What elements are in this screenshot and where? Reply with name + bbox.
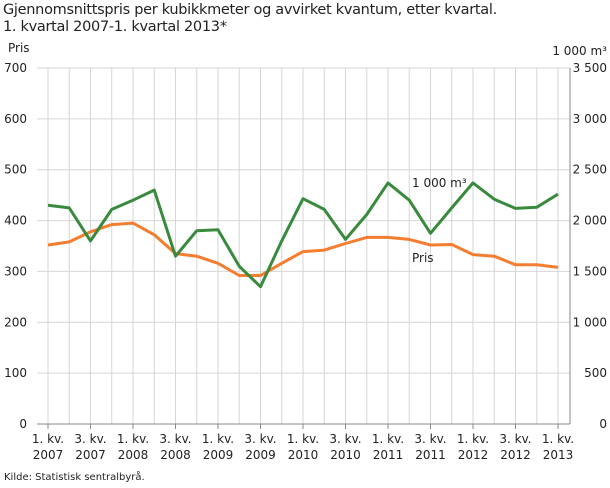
- right-tick-label: 3 500: [573, 61, 607, 75]
- right-axis-label: 1 000 m³: [552, 44, 607, 58]
- x-tick-label: 3. kv.: [499, 432, 531, 446]
- x-tick-label: 3. kv.: [414, 432, 446, 446]
- left-tick-label: 700: [4, 61, 27, 75]
- x-tick-label: 2007: [33, 448, 64, 462]
- x-tick-label: 2009: [203, 448, 234, 462]
- source-note: Kilde: Statistisk sentralbyrå.: [4, 472, 145, 483]
- x-tick-label: 2011: [415, 448, 446, 462]
- left-tick-label: 400: [4, 214, 27, 228]
- left-tick-label: 500: [4, 163, 27, 177]
- left-axis-label: Pris: [8, 41, 30, 55]
- x-tick-label: 1. kv.: [117, 432, 149, 446]
- left-tick-label: 600: [4, 112, 27, 126]
- left-tick-label: 200: [4, 315, 27, 329]
- x-tick-label: 3. kv.: [329, 432, 361, 446]
- right-tick-label: 3 000: [573, 112, 607, 126]
- chart-title: Gjennomsnittspris per kubikkmeter og avv…: [3, 2, 497, 36]
- left-tick-label: 0: [19, 417, 27, 431]
- x-tick-label: 2010: [330, 448, 361, 462]
- x-tick-label: 3. kv.: [244, 432, 276, 446]
- x-tick-label: 2007: [75, 448, 106, 462]
- x-tick-label: 1. kv.: [372, 432, 404, 446]
- x-tick-label: 1. kv.: [542, 432, 574, 446]
- right-tick-label: 0: [599, 417, 607, 431]
- x-tick-label: 1. kv.: [32, 432, 64, 446]
- left-tick-label: 100: [4, 366, 27, 380]
- x-tick-label: 2010: [288, 448, 319, 462]
- title-line-2: 1. kvartal 2007-1. kvartal 2013*: [3, 19, 227, 35]
- x-tick-label: 2013: [543, 448, 574, 462]
- title-line-1: Gjennomsnittspris per kubikkmeter og avv…: [3, 2, 497, 18]
- right-tick-label: 500: [584, 366, 607, 380]
- series-label-volume: 1 000 m³: [412, 176, 467, 190]
- series-label-pris: Pris: [412, 251, 434, 265]
- right-tick-label: 1 000: [573, 315, 607, 329]
- x-tick-label: 2009: [245, 448, 276, 462]
- x-tick-label: 1. kv.: [202, 432, 234, 446]
- x-tick-label: 1. kv.: [457, 432, 489, 446]
- right-tick-label: 1 500: [573, 264, 607, 278]
- x-tick-label: 2012: [458, 448, 489, 462]
- right-tick-label: 2 500: [573, 163, 607, 177]
- left-tick-label: 300: [4, 264, 27, 278]
- x-tick-label: 2012: [500, 448, 531, 462]
- x-tick-label: 2008: [118, 448, 149, 462]
- x-tick-label: 2011: [373, 448, 404, 462]
- right-tick-label: 2 000: [573, 214, 607, 228]
- x-tick-label: 1. kv.: [287, 432, 319, 446]
- x-tick-label: 2008: [160, 448, 191, 462]
- x-tick-label: 3. kv.: [74, 432, 106, 446]
- x-tick-label: 3. kv.: [159, 432, 191, 446]
